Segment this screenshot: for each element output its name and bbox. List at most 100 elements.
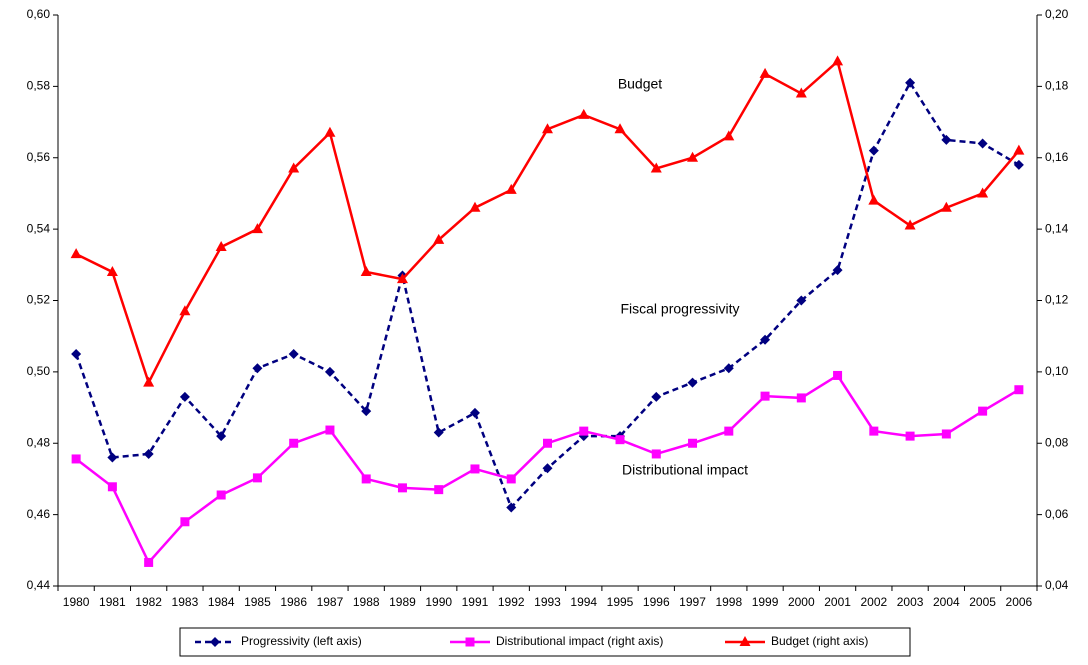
y-tick-label: 0,58 (27, 79, 51, 93)
marker (433, 427, 444, 438)
marker (469, 407, 480, 418)
marker (71, 349, 82, 360)
marker (506, 502, 517, 513)
marker (215, 240, 227, 251)
x-tick-label: 1980 (63, 595, 90, 609)
x-tick-label: 2000 (788, 595, 815, 609)
marker (210, 637, 220, 647)
marker (687, 151, 699, 162)
marker (578, 108, 590, 119)
annotation: Budget (618, 76, 662, 92)
y-tick-label: 0,52 (27, 293, 51, 307)
marker (216, 431, 227, 442)
marker (651, 391, 662, 402)
marker (723, 130, 735, 141)
y2-tick-label: 0,20 (1045, 7, 1069, 21)
marker (107, 452, 118, 463)
marker (796, 393, 806, 403)
marker (795, 87, 807, 98)
marker (869, 426, 879, 436)
legend-label: Budget (right axis) (771, 634, 868, 648)
x-tick-label: 1989 (389, 595, 416, 609)
x-tick-label: 1981 (99, 595, 126, 609)
y2-tick-label: 0,14 (1045, 221, 1069, 235)
x-tick-label: 2006 (1006, 595, 1033, 609)
marker (361, 474, 371, 484)
y-tick-label: 0,50 (27, 364, 51, 378)
annotation: Distributional impact (622, 462, 748, 478)
marker (71, 454, 81, 464)
marker (614, 123, 626, 134)
y-tick-label: 0,54 (27, 221, 51, 235)
x-tick-label: 1995 (607, 595, 634, 609)
series-line (75, 59, 1020, 386)
y-tick-label: 0,60 (27, 7, 51, 21)
x-tick-label: 2002 (860, 595, 887, 609)
marker (723, 363, 734, 374)
marker (905, 431, 915, 441)
marker (868, 194, 880, 205)
x-tick-label: 1990 (425, 595, 452, 609)
marker (179, 305, 191, 316)
y-tick-label: 0,48 (27, 435, 51, 449)
marker (107, 482, 117, 492)
marker (180, 517, 190, 527)
x-tick-label: 1987 (317, 595, 344, 609)
marker (289, 438, 299, 448)
marker (542, 463, 553, 474)
marker (324, 366, 335, 377)
x-tick-label: 1984 (208, 595, 235, 609)
marker (832, 265, 843, 276)
marker (941, 134, 952, 145)
marker (650, 162, 662, 173)
x-tick-label: 1996 (643, 595, 670, 609)
y-tick-label: 0,44 (27, 578, 51, 592)
marker (1014, 385, 1024, 395)
marker (143, 376, 155, 387)
marker (978, 406, 988, 416)
marker (615, 435, 625, 445)
y2-tick-label: 0,10 (1045, 364, 1069, 378)
x-tick-label: 1991 (462, 595, 489, 609)
marker (760, 391, 770, 401)
x-tick-label: 2004 (933, 595, 960, 609)
marker (579, 426, 589, 436)
y2-tick-label: 0,04 (1045, 578, 1069, 592)
marker (977, 187, 989, 198)
marker (543, 438, 552, 448)
x-tick-label: 1999 (752, 595, 779, 609)
marker (905, 77, 916, 88)
marker (760, 334, 771, 345)
marker (977, 138, 988, 149)
y2-tick-label: 0,08 (1045, 435, 1069, 449)
marker (397, 483, 407, 493)
y-tick-label: 0,46 (27, 507, 51, 521)
y2-tick-label: 0,06 (1045, 507, 1069, 521)
marker (941, 429, 951, 439)
marker (433, 233, 445, 244)
marker (688, 438, 698, 448)
marker (361, 406, 372, 417)
marker (651, 449, 661, 459)
x-tick-label: 2001 (824, 595, 851, 609)
marker (470, 464, 480, 474)
marker (324, 126, 336, 137)
marker (252, 363, 263, 374)
marker (833, 370, 843, 380)
marker (465, 637, 475, 647)
legend-label: Distributional impact (right axis) (496, 634, 663, 648)
x-tick-label: 1993 (534, 595, 561, 609)
marker (868, 145, 879, 156)
marker (724, 426, 734, 436)
x-tick-label: 1985 (244, 595, 271, 609)
x-tick-label: 1982 (135, 595, 162, 609)
marker (179, 391, 190, 402)
y2-tick-label: 0,18 (1045, 79, 1069, 93)
marker (940, 201, 952, 212)
marker (796, 295, 807, 306)
marker (1013, 159, 1024, 170)
annotation: Fiscal progressivity (620, 301, 739, 317)
marker (288, 349, 299, 360)
marker (687, 377, 698, 388)
